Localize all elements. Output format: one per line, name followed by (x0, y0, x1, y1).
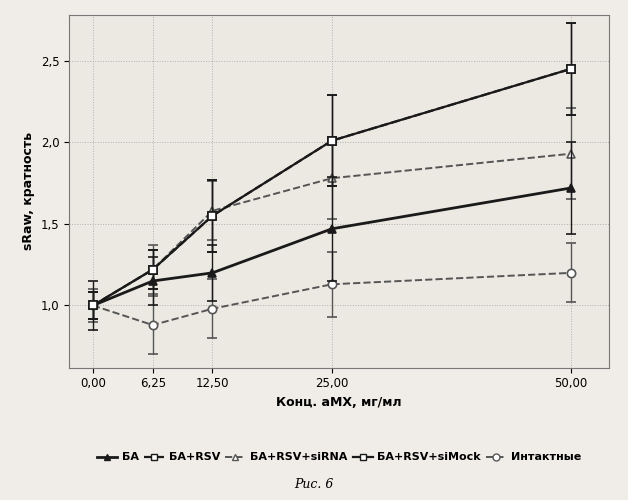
X-axis label: Конц. аМХ, мг/мл: Конц. аМХ, мг/мл (276, 396, 402, 409)
Text: Рис. 6: Рис. 6 (295, 478, 333, 490)
Y-axis label: sRaw, кратность: sRaw, кратность (22, 132, 35, 250)
Legend: БА, БА+RSV, БА+RSV+siRNA, БА+RSV+siMock, Интактные: БА, БА+RSV, БА+RSV+siRNA, БА+RSV+siMock,… (97, 452, 581, 462)
